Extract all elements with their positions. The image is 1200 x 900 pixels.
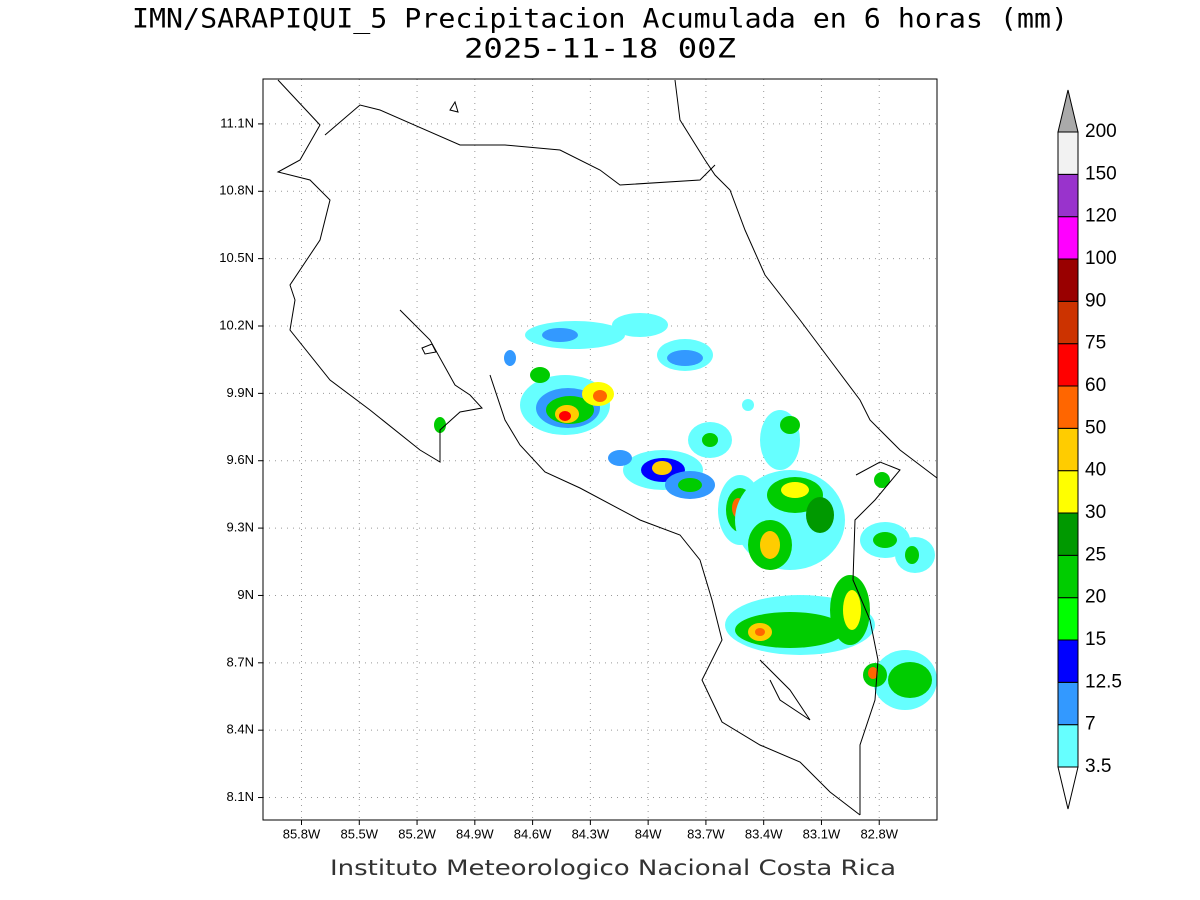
y-tick-label: 9.6N (227, 452, 254, 467)
colorbar-box (1057, 597, 1079, 641)
panama-border (852, 461, 901, 815)
x-tick-label: 85.2W (398, 826, 436, 841)
north-border (324, 104, 716, 186)
colorbar-box (1057, 385, 1079, 429)
x-tick-label: 85.5W (340, 826, 378, 841)
y-tick-label: 8.7N (227, 654, 254, 669)
x-tick-label: 83.4W (745, 826, 783, 841)
y-tick-label: 9.3N (227, 520, 254, 535)
x-tick-label: 83.1W (803, 826, 841, 841)
colorbar-label: 30 (1085, 502, 1106, 523)
coastlines (276, 79, 938, 816)
y-tick-label: 8.1N (227, 789, 254, 804)
colorbar-over (1057, 89, 1079, 133)
colorbar-label: 60 (1085, 375, 1106, 396)
island (421, 343, 437, 355)
colorbar-box (1057, 131, 1079, 175)
gulf-coast (489, 374, 861, 816)
rain-cell (434, 313, 937, 710)
colorbar-label: 90 (1085, 290, 1106, 311)
footer: Instituto Meteorologico Nacional Costa R… (330, 856, 896, 880)
colorbar-label: 12.5 (1085, 671, 1122, 692)
colorbar-box (1057, 258, 1079, 302)
colorbar-box (1057, 427, 1079, 472)
caribbean-coast (674, 79, 938, 479)
y-tick-label: 10.8N (219, 183, 254, 198)
x-tick-label: 83.7W (687, 826, 725, 841)
colorbar-box (1057, 639, 1079, 683)
colorbar-box (1057, 724, 1079, 768)
colorbar-label: 3.5 (1085, 756, 1111, 777)
colorbar-label: 20 (1085, 587, 1106, 608)
x-tick-label: 82.8W (860, 826, 898, 841)
x-tick-label: 84.6W (514, 826, 552, 841)
colorbar: 3.5 7 12.5 15 20 25 30 40 50 60 75 90 100 120 150 200 (1057, 89, 1122, 810)
colorbar-box (1057, 681, 1079, 726)
precipitation-field (434, 313, 937, 710)
colorbar-label: 40 (1085, 460, 1106, 481)
colorbar-label: 120 (1085, 206, 1117, 227)
subtitle: 2025-11-18 00Z (464, 34, 736, 65)
x-tick-label: 84.9W (456, 826, 494, 841)
grid (263, 79, 937, 820)
colorbar-label: 7 (1085, 714, 1096, 735)
y-tick-label: 8.4N (227, 722, 254, 737)
colorbar-label: 50 (1085, 417, 1106, 438)
colorbar-under (1057, 766, 1079, 810)
colorbar-label: 150 (1085, 163, 1117, 184)
axes: 85.8W 85.5W 85.2W 84.9W 84.6W 84.3W 84W 83.7W 83… (219, 115, 898, 841)
y-tick-label: 10.5N (219, 250, 254, 265)
x-tick-label: 84.3W (572, 826, 610, 841)
osa-peninsula (759, 659, 811, 721)
island (449, 100, 459, 113)
map-frame (262, 78, 938, 821)
colorbar-box (1057, 216, 1079, 260)
colorbar-label: 200 (1085, 121, 1117, 142)
x-tick-label: 85.8W (283, 826, 321, 841)
colorbar-box (1057, 512, 1079, 556)
colorbar-box (1057, 173, 1079, 218)
colorbar-label: 25 (1085, 544, 1106, 565)
colorbar-box (1057, 300, 1079, 345)
pacific-coast (276, 79, 483, 463)
x-tick-label: 84W (635, 826, 662, 841)
y-tick-label: 10.2N (219, 317, 254, 332)
colorbar-label: 100 (1085, 248, 1117, 269)
colorbar-box (1057, 554, 1079, 599)
y-tick-label: 11.1N (220, 115, 254, 130)
colorbar-box (1057, 470, 1079, 514)
colorbar-box (1057, 343, 1079, 387)
title: IMN/SARAPIQUI_5 Precipitacion Acumulada … (132, 4, 1068, 35)
colorbar-label: 75 (1085, 333, 1106, 354)
colorbar-label: 15 (1085, 629, 1106, 650)
y-tick-label: 9N (237, 587, 254, 602)
y-tick-label: 9.9N (227, 385, 254, 400)
